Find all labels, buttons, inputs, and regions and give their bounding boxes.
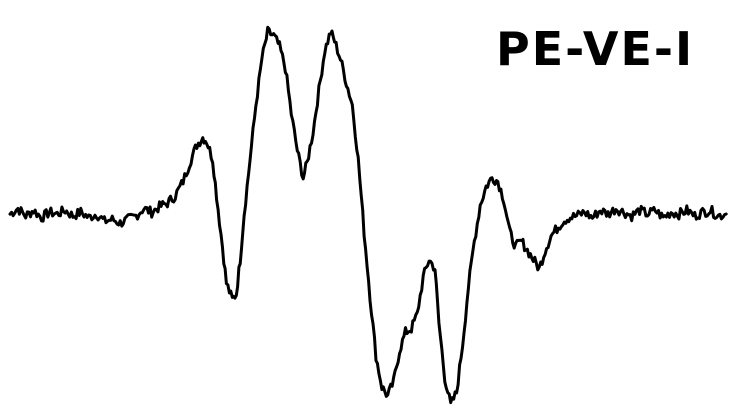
spectrum-label: PE-VE-I [496, 22, 695, 76]
spectrum-line [8, 25, 728, 405]
